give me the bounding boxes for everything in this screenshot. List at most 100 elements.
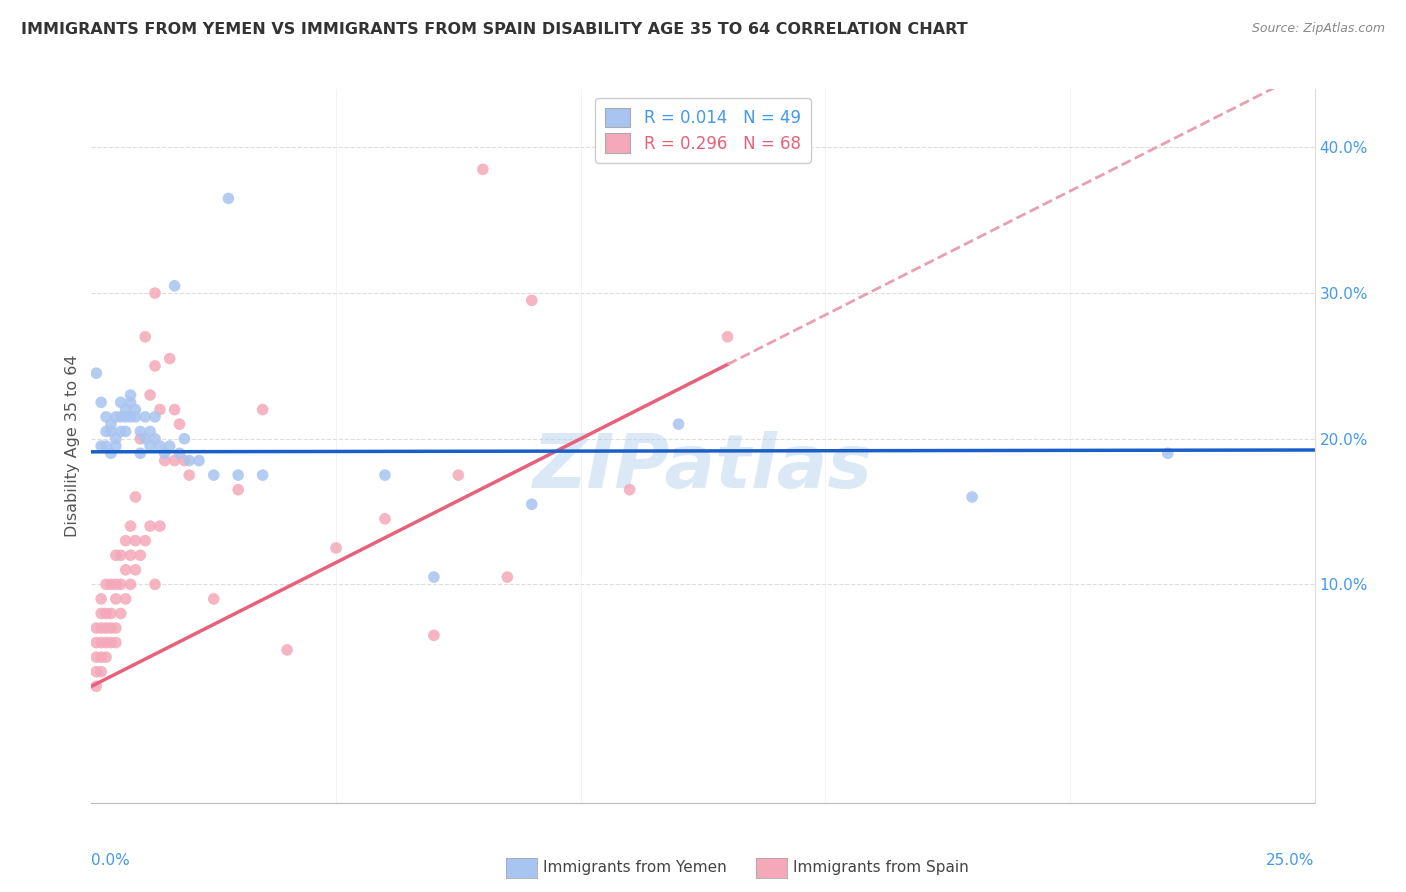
Text: Immigrants from Spain: Immigrants from Spain [793,861,969,875]
Point [94,425,117,439]
Point [134,533,156,548]
Point [104,635,127,649]
Point [153,446,176,460]
Text: Immigrants from Yemen: Immigrants from Yemen [543,861,727,875]
Point [134,432,156,446]
Point [84,650,107,665]
Point [134,409,156,424]
Point [104,432,127,446]
Point [143,577,166,591]
Point [104,591,127,606]
Point [447,468,470,483]
Text: IMMIGRANTS FROM YEMEN VS IMMIGRANTS FROM SPAIN DISABILITY AGE 35 TO 64 CORRELATI: IMMIGRANTS FROM YEMEN VS IMMIGRANTS FROM… [21,22,967,37]
Point [94,439,117,453]
Point [159,351,181,366]
Point [90,650,112,665]
Point [124,490,146,504]
Point [139,519,162,533]
Point [226,483,249,497]
Point [94,577,117,591]
Point [120,548,142,562]
Point [325,541,347,555]
Point [94,607,117,621]
Point [104,577,127,591]
Point [202,591,225,606]
Point [276,643,298,657]
Point [110,395,132,409]
Point [84,679,107,693]
Point [100,417,122,432]
Point [104,439,127,453]
Text: 25.0%: 25.0% [1267,853,1315,868]
Point [143,359,166,373]
Point [496,570,519,584]
Point [960,490,983,504]
Point [84,621,107,635]
Point [149,519,172,533]
Point [120,388,142,402]
Point [94,621,117,635]
Point [1157,446,1180,460]
Point [139,439,162,453]
Point [104,409,127,424]
Point [120,577,142,591]
Y-axis label: Disability Age 35 to 64: Disability Age 35 to 64 [65,355,80,537]
Point [520,293,543,308]
Point [90,607,112,621]
Point [188,453,211,467]
Point [163,278,186,293]
Point [124,533,146,548]
Point [619,483,641,497]
Point [90,621,112,635]
Point [110,577,132,591]
Point [110,607,132,621]
Point [169,446,191,460]
Point [374,512,396,526]
Point [423,628,446,642]
Point [520,497,543,511]
Point [149,402,172,417]
Point [129,432,152,446]
Text: Source: ZipAtlas.com: Source: ZipAtlas.com [1251,22,1385,36]
Point [179,468,201,483]
Point [90,591,112,606]
Point [104,548,127,562]
Point [100,446,122,460]
Point [104,621,127,635]
Point [143,286,166,301]
Point [143,409,166,424]
Point [159,439,181,453]
Point [143,432,166,446]
Point [100,635,122,649]
Point [149,439,172,453]
Point [110,425,132,439]
Point [94,635,117,649]
Point [163,453,186,467]
Text: 0.0%: 0.0% [91,853,131,868]
Point [252,402,274,417]
Point [90,395,112,409]
Legend: R = 0.014   N = 49, R = 0.296   N = 68: R = 0.014 N = 49, R = 0.296 N = 68 [595,97,811,162]
Point [179,453,201,467]
Point [173,432,195,446]
Point [163,402,186,417]
Point [120,519,142,533]
Point [139,388,162,402]
Point [120,409,142,424]
Point [90,635,112,649]
Point [120,395,142,409]
Point [100,577,122,591]
Point [84,665,107,679]
Point [114,563,136,577]
Point [668,417,690,432]
Point [114,591,136,606]
Point [114,533,136,548]
Point [129,425,152,439]
Point [110,548,132,562]
Point [100,621,122,635]
Point [139,425,162,439]
Point [114,425,136,439]
Point [124,409,146,424]
Point [94,650,117,665]
Point [226,468,249,483]
